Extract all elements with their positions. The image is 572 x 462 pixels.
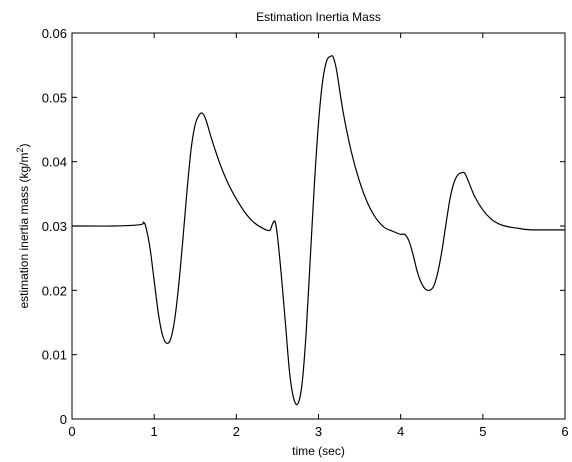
y-axis-label-main: estimation inertia mass (kg/m (17, 152, 31, 308)
y-axis-label-superscript: 2 (15, 147, 25, 152)
y-axis-label-suffix: ) (17, 143, 31, 147)
x-tick-label: 3 (315, 424, 322, 439)
chart-title: Estimation Inertia Mass (256, 10, 381, 24)
y-tick-label: 0.02 (42, 283, 67, 298)
y-tick-label: 0.03 (42, 219, 67, 234)
x-tick-label: 0 (68, 424, 75, 439)
x-tick-label: 5 (479, 424, 486, 439)
x-tick-label: 6 (561, 424, 568, 439)
plot-area (71, 32, 566, 420)
y-tick-label: 0.05 (42, 90, 67, 105)
y-tick-label: 0.06 (42, 26, 67, 41)
x-tick-label: 4 (397, 424, 404, 439)
y-tick-label: 0 (60, 412, 67, 427)
series-line (71, 55, 565, 406)
x-tick-label: 1 (151, 424, 158, 439)
y-tick-label: 0.01 (42, 348, 67, 363)
x-axis-label: time (sec) (292, 444, 345, 458)
y-axis-label: estimation inertia mass (kg/m2) (15, 143, 31, 308)
x-tick-label: 2 (233, 424, 240, 439)
y-tick-label: 0.04 (42, 155, 67, 170)
x-axis: 0 1 2 3 4 5 6 (68, 33, 569, 439)
y-axis: 0 0.01 0.02 0.03 0.04 0.05 0.06 (42, 26, 565, 427)
